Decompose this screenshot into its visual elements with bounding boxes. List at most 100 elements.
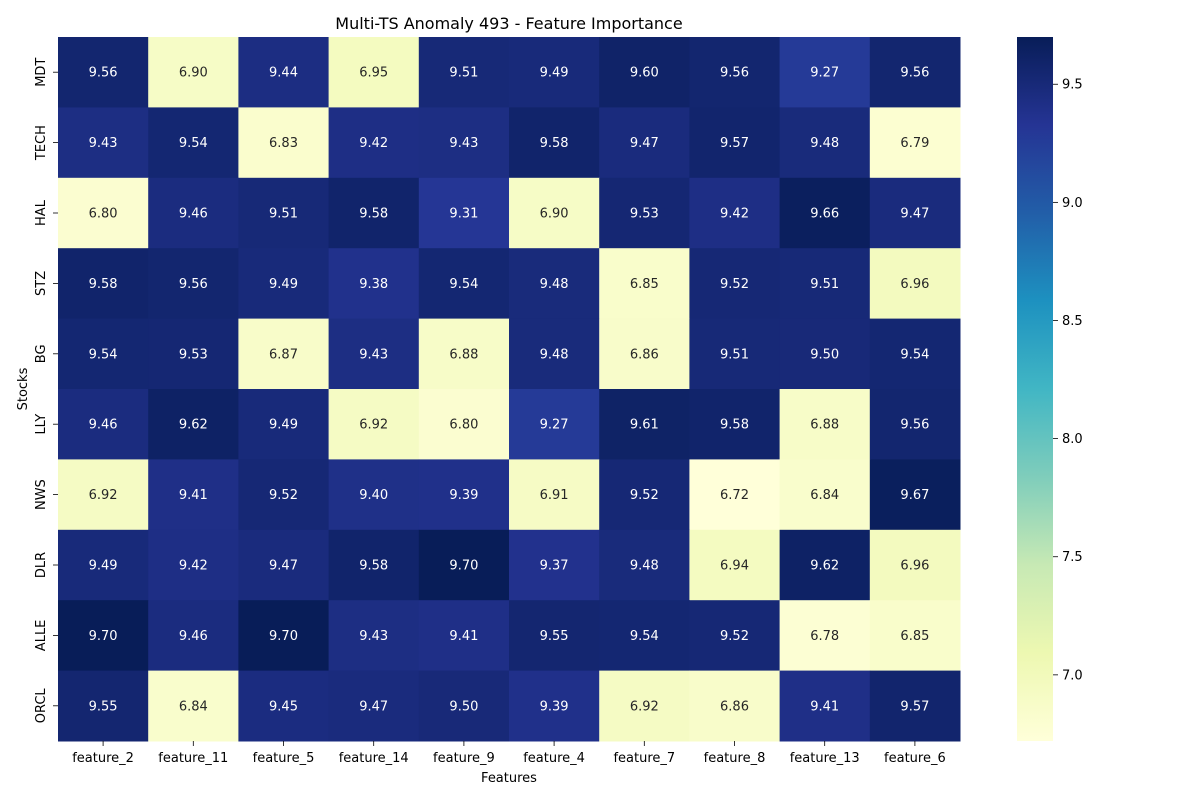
heatmap-cell [238,248,330,320]
heatmap-cell [689,600,781,672]
y-axis-ticks: MDT TECH HAL STZ BG LLY NWS DLR ALLE ORCL [34,58,58,724]
y-tick-label: NWS [34,479,49,510]
cell-value-label: 9.54 [179,136,208,151]
heatmap-cell [689,318,781,390]
cell-value-label: 9.51 [720,347,749,362]
cell-value-label: 9.55 [540,629,569,644]
cell-value-label: 6.94 [720,559,749,574]
heatmap-cell [238,107,330,179]
cell-value-label: 9.52 [720,277,749,292]
heatmap-cell [58,318,149,390]
cell-value-label: 9.45 [269,699,298,714]
colorbar-tick-label: 9.0 [1062,196,1083,211]
heatmap-cell [148,37,239,108]
cell-value-label: 9.42 [720,207,749,222]
heatmap-cell [238,600,330,672]
cell-value-label: 9.47 [269,559,298,574]
colorbar-ticks: 7.0 7.5 8.0 8.5 9.0 9.5 [1053,78,1083,683]
heatmap-cell [148,318,239,390]
x-tick-label: feature_4 [523,751,585,766]
y-axis-label: Stocks [16,367,31,410]
heatmap-cell [328,389,420,460]
x-tick-label: feature_2 [72,751,134,766]
cell-value-label: 9.27 [540,418,569,433]
cell-value-label: 6.79 [900,136,929,151]
heatmap-cell [509,459,600,531]
cell-value-label: 6.88 [810,418,839,433]
cell-value-label: 9.43 [359,629,388,644]
y-tick-label: ALLE [34,620,49,652]
heatmap-cell [599,529,690,601]
heatmap-cell [328,459,420,531]
cell-value-label: 9.56 [900,66,929,81]
heatmap-cell [509,37,600,108]
cell-value-label: 9.70 [89,629,118,644]
cell-value-label: 9.52 [269,488,298,503]
cell-value-label: 9.54 [630,629,659,644]
heatmap-cell [779,37,871,108]
x-tick-label: feature_14 [339,751,409,766]
cell-value-label: 9.46 [179,629,208,644]
y-tick-label: ORCL [34,688,49,724]
y-tick-label: TECH [34,125,49,161]
heatmap-cell [869,600,961,672]
cell-value-label: 6.84 [810,488,839,503]
cell-value-label: 9.54 [900,347,929,362]
cell-value-label: 9.52 [720,629,749,644]
cell-value-label: 9.42 [179,559,208,574]
heatmap-cell [689,37,781,108]
cell-value-label: 9.62 [810,559,839,574]
heatmap-cell [328,670,420,742]
cell-value-label: 6.86 [720,699,749,714]
cell-value-label: 9.43 [449,136,478,151]
cell-value-label: 9.47 [900,207,929,222]
cell-value-label: 9.51 [269,207,298,222]
cell-value-label: 9.66 [810,207,839,222]
heatmap-cell [509,670,600,742]
cell-value-label: 9.48 [540,347,569,362]
x-axis-label: Features [481,771,537,786]
heatmap-cell [599,107,690,179]
heatmap-cell [238,529,330,601]
cell-value-label: 9.40 [359,488,388,503]
heatmap-cell [328,248,420,320]
heatmap-cell [509,529,600,601]
x-tick-label: feature_6 [884,751,946,766]
heatmap-cell [238,318,330,390]
cell-value-label: 6.80 [89,207,118,222]
heatmap-cell [509,177,600,249]
cell-value-label: 9.53 [179,347,208,362]
cell-value-label: 6.92 [359,418,388,433]
y-tick-label: MDT [34,58,49,87]
cell-value-label: 9.54 [449,277,478,292]
cell-value-label: 9.51 [810,277,839,292]
heatmap-cell [689,107,781,179]
cell-value-label: 9.56 [89,66,118,81]
heatmap-cell [58,248,149,320]
colorbar-tick-label: 7.5 [1062,550,1083,565]
cell-value-label: 6.83 [269,136,298,151]
heatmap-cell [418,389,510,460]
heatmap-cell [238,459,330,531]
heatmap-cell [869,670,961,742]
cell-value-label: 6.95 [359,66,388,81]
cell-value-label: 6.91 [540,488,569,503]
heatmap-cell [869,248,961,320]
y-tick-label: BG [34,344,49,363]
cell-value-label: 9.42 [359,136,388,151]
heatmap-cell [148,670,239,742]
heatmap-cell [58,177,149,249]
cell-value-label: 9.61 [630,418,659,433]
heatmap-cell [58,459,149,531]
cell-value-label: 9.44 [269,66,298,81]
cell-value-label: 9.41 [449,629,478,644]
heatmap-cell [599,248,690,320]
heatmap-cell [869,459,961,531]
cell-value-label: 9.57 [720,136,749,151]
cell-value-label: 9.58 [89,277,118,292]
y-tick-label: DLR [34,552,49,578]
cell-value-label: 9.47 [359,699,388,714]
cell-value-label: 9.58 [540,136,569,151]
cell-value-label: 9.50 [449,699,478,714]
x-tick-label: feature_7 [613,751,675,766]
